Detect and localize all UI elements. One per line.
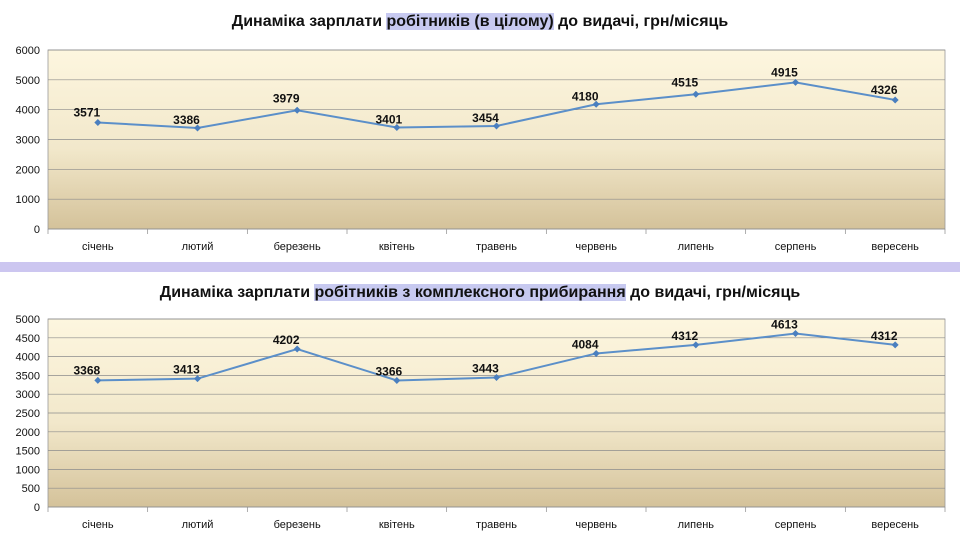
chart-title-overall: Динаміка зарплати робітників (в цілому) … [0,13,960,31]
y-tick-label: 5000 [16,314,40,326]
data-point [891,96,899,104]
y-tick-label: 1500 [16,446,40,458]
data-point [493,122,500,130]
x-tick-label: травень [476,519,517,531]
x-tick-label: травень [476,241,517,253]
data-label: 3401 [375,113,402,127]
data-label: 3386 [173,113,200,127]
data-label: 3413 [173,363,200,377]
x-tick-label: липень [678,241,715,253]
data-point [792,330,799,338]
x-tick-label: квітень [379,241,415,253]
x-tick-label: січень [82,519,114,531]
title-part: Динаміка зарплати [159,284,315,301]
data-point [692,341,700,349]
data-point [194,375,201,383]
y-tick-label: 3000 [16,389,40,401]
x-tick-label: червень [575,241,617,253]
x-tick-label: березень [274,519,321,531]
data-label: 4515 [671,75,698,89]
y-tick-label: 1000 [16,464,40,476]
x-tick-label: квітень [379,519,415,531]
x-tick-label: березень [274,241,321,253]
y-tick-label: 2000 [16,427,40,439]
chart-panel-overall: Динаміка зарплати робітників (в цілому) … [0,0,960,262]
y-tick-label: 2500 [16,408,40,420]
data-point [393,376,401,384]
data-label: 4084 [572,337,599,351]
y-tick-label: 500 [22,483,40,495]
title-part: до видачі, грн/місяць [625,284,801,301]
data-point [592,100,600,108]
data-label: 3366 [375,364,402,378]
x-tick-label: вересень [871,519,919,531]
data-label: 3571 [73,105,100,119]
chart-panel-cleaning: Динаміка зарплати робітників з комплексн… [0,272,960,540]
line-chart-cleaning: 0 500 1000 1500 2000 2500 3000 3500 4000 4500 5000… [16,314,946,531]
data-label: 3979 [273,91,300,105]
data-point [692,90,700,98]
y-tick-label: 4500 [16,333,40,345]
x-tick-label: лютий [182,241,214,253]
data-point [94,376,102,384]
x-tick-label: лютий [182,519,214,531]
data-point [493,374,500,382]
data-point [293,106,301,114]
y-tick-label: 3000 [16,135,40,147]
data-label: 4202 [273,333,300,347]
line-chart-overall: 0 1000 2000 3000 4000 5000 6000 січень лютий бере… [16,45,946,253]
y-tick-label: 2000 [16,164,40,176]
title-part: Динаміка зарплати [231,13,387,30]
x-tick-label: серпень [775,241,817,253]
data-point [194,124,201,132]
data-point [393,124,401,132]
title-highlight: робітників (в цілому) [386,13,554,30]
y-tick-label: 1000 [16,194,40,206]
data-point [891,341,899,349]
y-tick-label: 4000 [16,352,40,364]
data-point [94,118,102,126]
title-highlight: робітників з комплексного прибирання [314,284,626,301]
data-label: 4915 [771,65,798,79]
title-part: до видачі, грн/місяць [553,13,729,30]
chart-title-cleaning: Динаміка зарплати робітників з комплексн… [0,284,960,302]
data-point [293,345,301,353]
x-tick-label: серпень [775,519,817,531]
y-tick-label: 3500 [16,370,40,382]
data-label: 3368 [73,363,100,377]
x-tick-label: січень [82,241,114,253]
y-tick-label: 4000 [16,105,40,117]
data-point [592,349,600,357]
data-point [792,78,799,86]
y-tick-label: 6000 [16,45,40,57]
x-tick-label: липень [678,519,715,531]
y-tick-label: 0 [34,502,40,514]
data-label: 4613 [771,318,798,332]
y-tick-label: 0 [34,224,40,236]
y-tick-label: 5000 [16,75,40,87]
x-tick-label: вересень [871,241,919,253]
data-label: 4180 [572,89,599,103]
data-label: 3443 [472,362,499,376]
data-label: 4312 [671,329,698,343]
data-label: 4312 [871,329,898,343]
data-label: 4326 [871,83,898,97]
x-tick-label: червень [575,519,617,531]
data-label: 3454 [472,111,499,125]
